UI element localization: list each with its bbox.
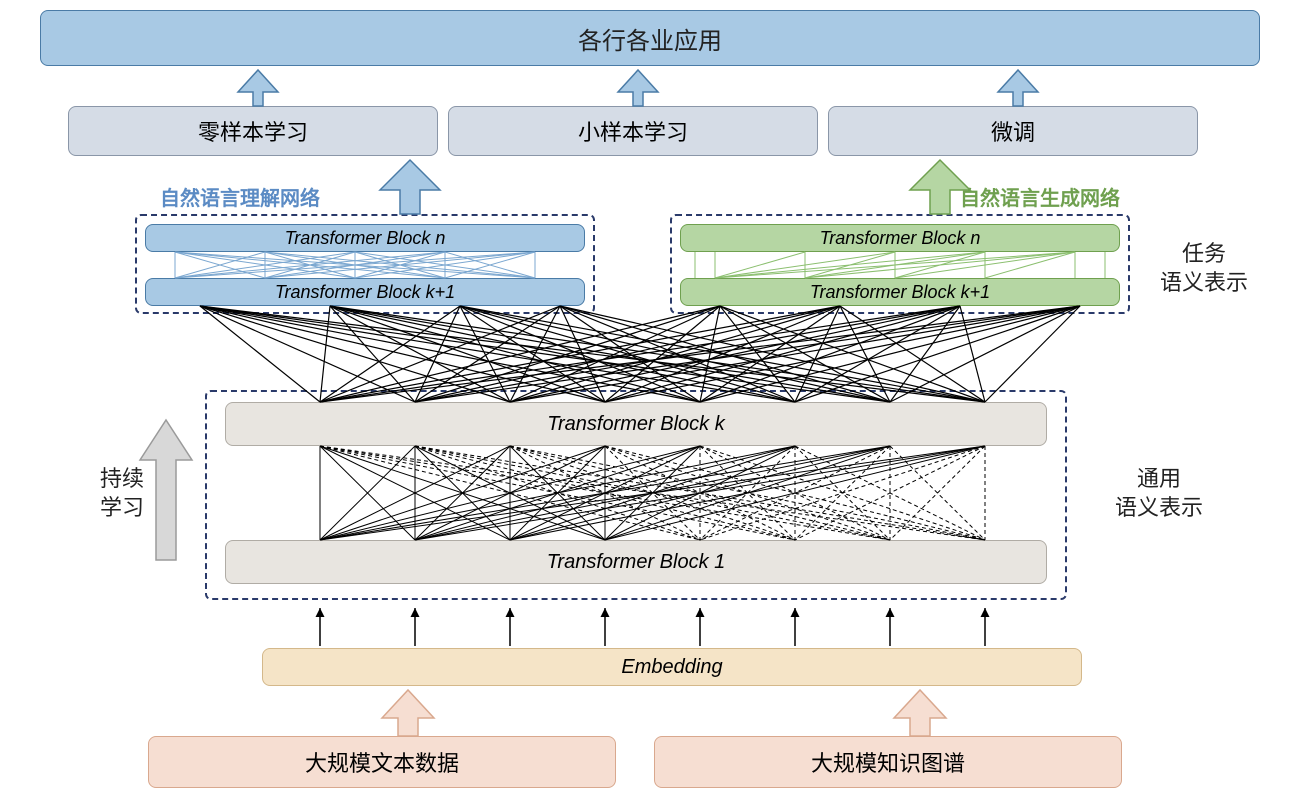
nlu-block-n: Transformer Block n [145,224,585,252]
nlu-block-n-label: Transformer Block n [285,228,446,249]
base-block-1: Transformer Block 1 [225,540,1047,584]
arrow-nlu-up [380,160,440,214]
input-text-label: 大规模文本数据 [305,746,459,778]
nlg-block-k1: Transformer Block k+1 [680,278,1120,306]
arrow-zero-to-app [238,70,278,106]
fine-tune-box: 微调 [828,106,1198,156]
nlg-block-n: Transformer Block n [680,224,1120,252]
nlu-block-k1: Transformer Block k+1 [145,278,585,306]
base-block-k-label: Transformer Block k [547,413,724,436]
arrow-fine-to-app [998,70,1038,106]
embedding-label: Embedding [621,656,722,679]
nlg-block-n-label: Transformer Block n [820,228,981,249]
nlu-block-k1-label: Transformer Block k+1 [275,282,455,303]
continual-learning-label: 持续 学习 [100,465,144,522]
input-kg-label: 大规模知识图谱 [811,746,965,778]
base-block-1-label: Transformer Block 1 [547,551,726,574]
embedding-arrows [320,608,985,646]
task-semantic-label: 任务 语义表示 [1160,240,1248,297]
nlg-title: 自然语言生成网络 [960,186,1120,212]
nlu-title: 自然语言理解网络 [160,186,320,212]
general-semantic-label: 通用 语义表示 [1115,465,1203,522]
arrow-few-to-app [618,70,658,106]
input-text-box: 大规模文本数据 [148,736,616,788]
few-shot-label: 小样本学习 [578,115,688,147]
base-block-k: Transformer Block k [225,402,1047,446]
applications-bar: 各行各业应用 [40,10,1260,66]
arrow-continual-learning [140,420,192,560]
embedding-box: Embedding [262,648,1082,686]
zero-shot-label: 零样本学习 [198,115,308,147]
block-to-nlg-lines [320,306,1080,402]
few-shot-box: 小样本学习 [448,106,818,156]
nlg-block-k1-label: Transformer Block k+1 [810,282,990,303]
fine-tune-label: 微调 [991,115,1035,147]
applications-label: 各行各业应用 [578,21,722,56]
zero-shot-box: 零样本学习 [68,106,438,156]
block-to-nlu-lines [200,306,985,402]
arrow-text-to-embed [382,690,434,736]
arrow-kg-to-embed [894,690,946,736]
input-kg-box: 大规模知识图谱 [654,736,1122,788]
